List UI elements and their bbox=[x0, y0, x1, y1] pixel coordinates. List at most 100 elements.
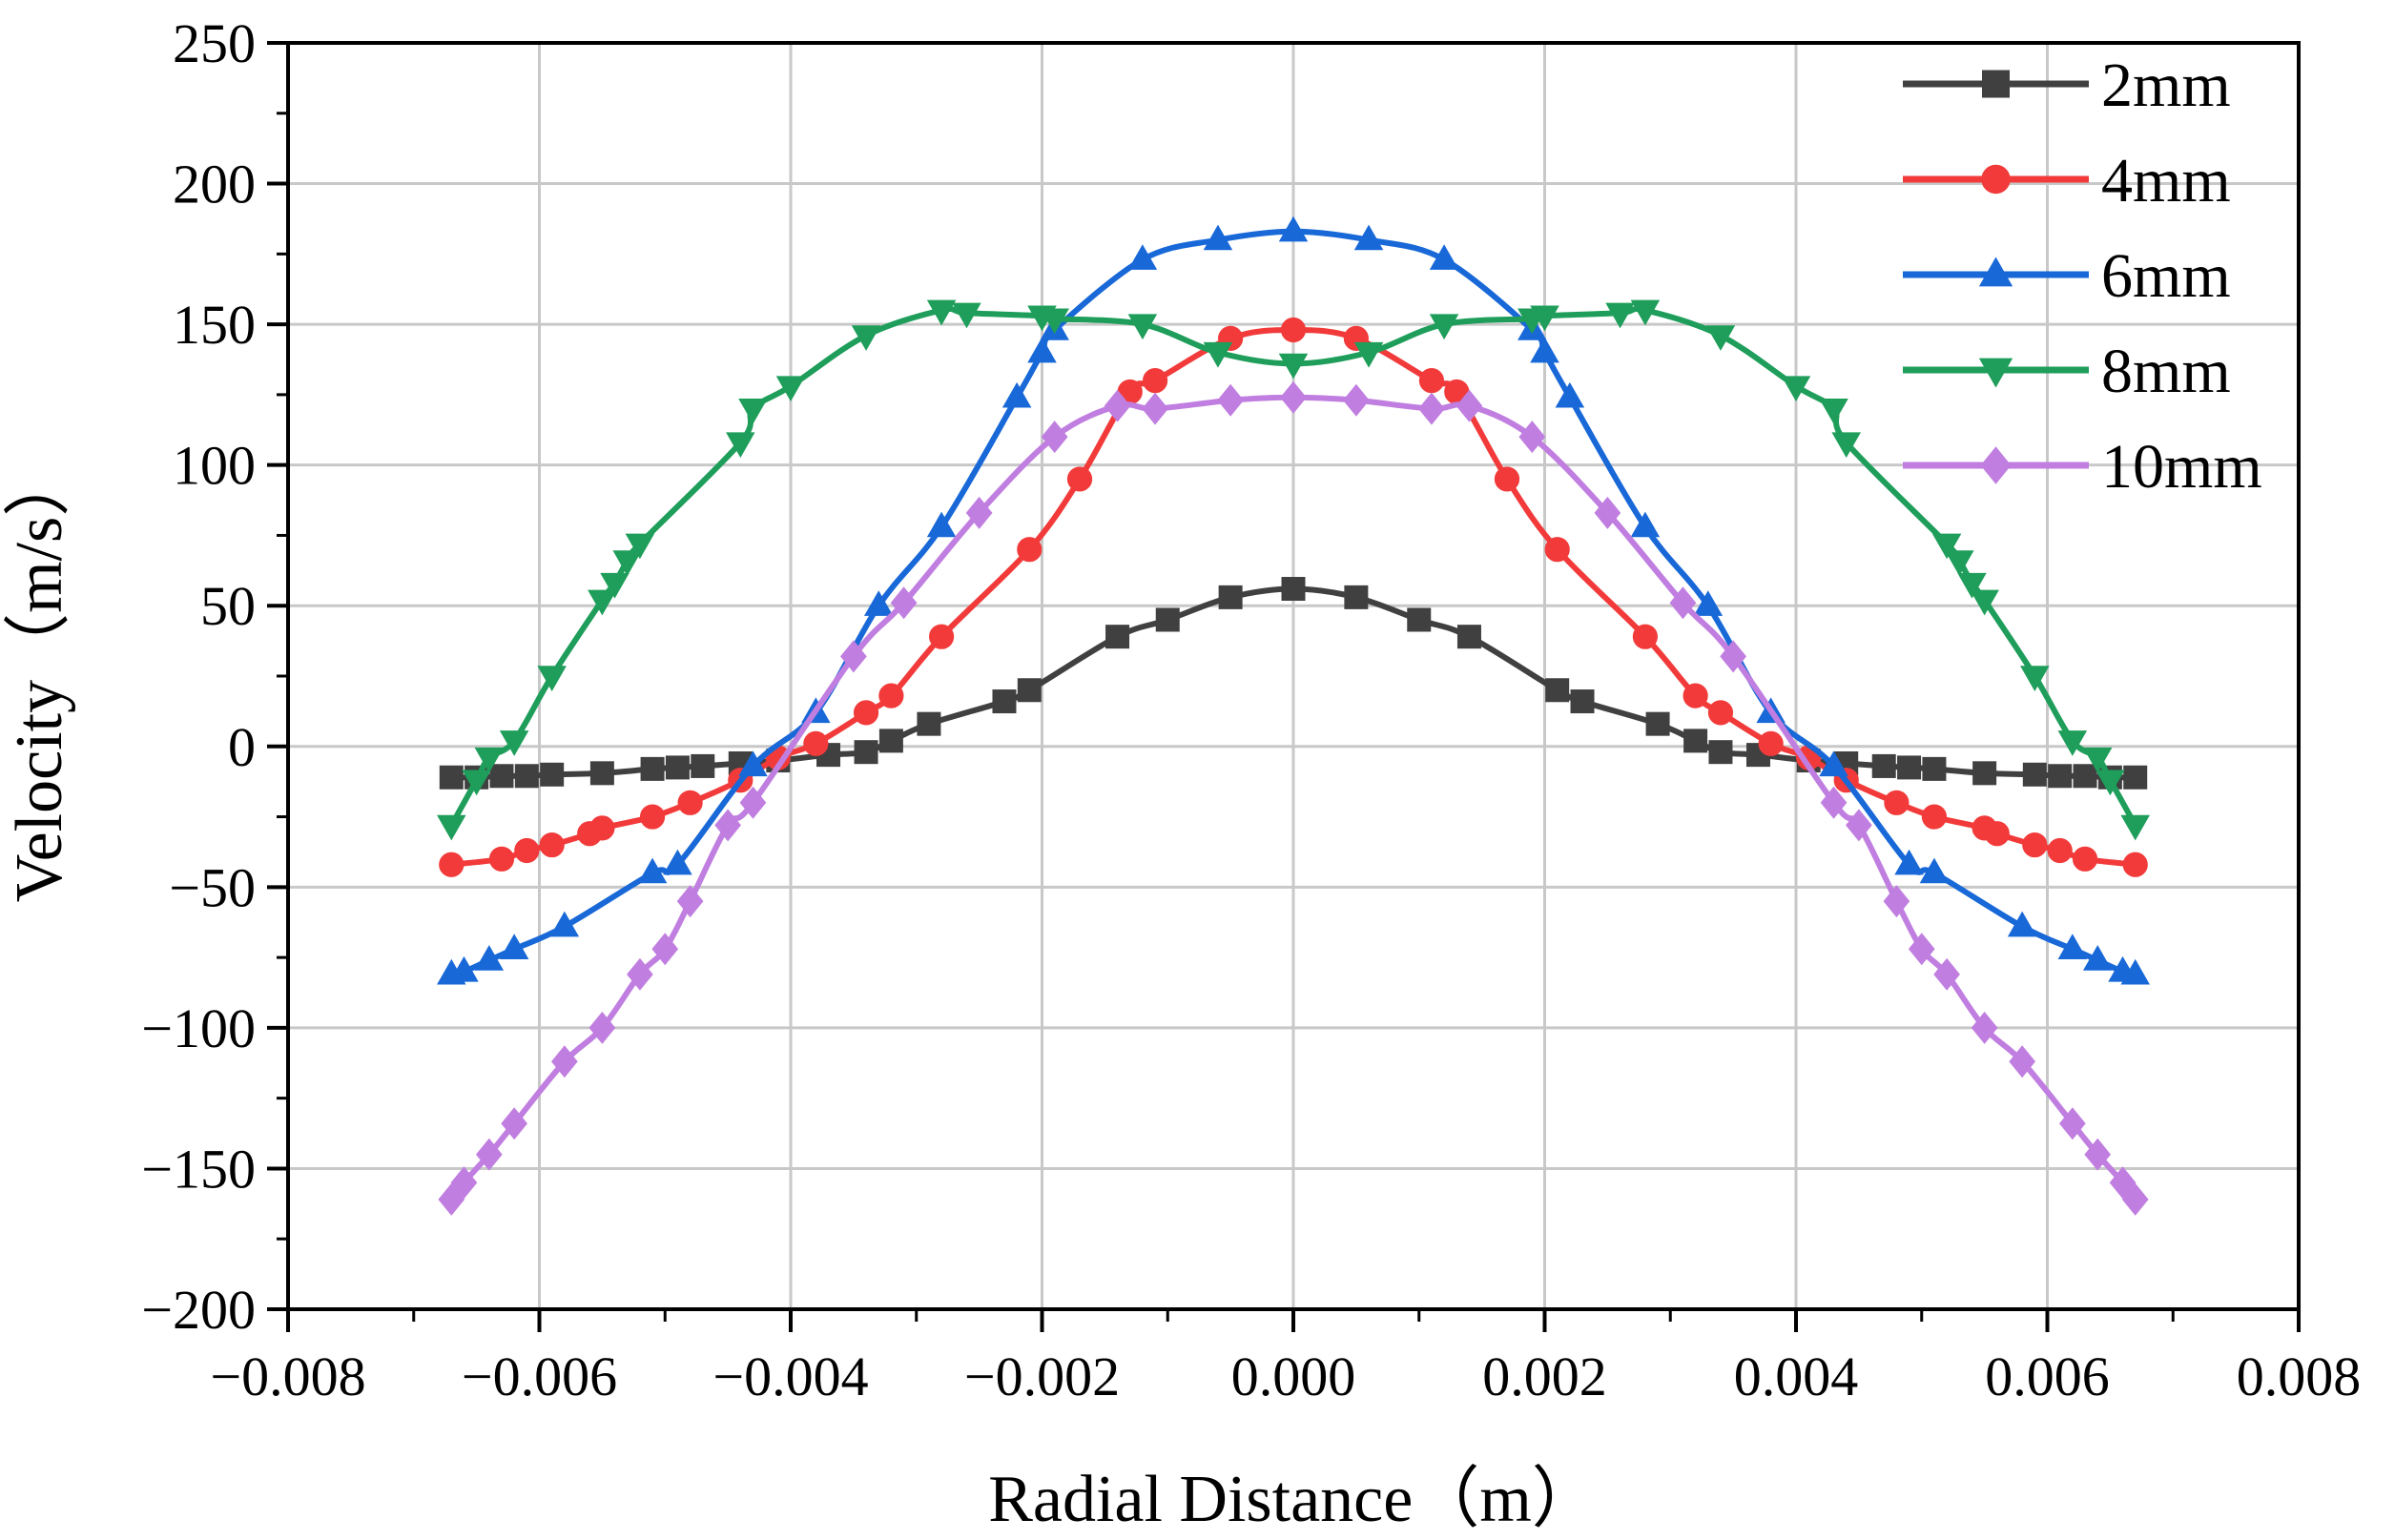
data-point bbox=[1594, 496, 1621, 529]
legend-label: 8mm bbox=[2101, 337, 2231, 406]
data-point bbox=[1218, 585, 1243, 609]
data-point bbox=[2059, 1107, 2086, 1140]
data-point bbox=[992, 689, 1017, 714]
data-point bbox=[878, 683, 904, 708]
data-point bbox=[2082, 945, 2113, 971]
data-point bbox=[1707, 700, 1734, 726]
data-point bbox=[2022, 832, 2048, 858]
data-point bbox=[640, 756, 665, 781]
data-point bbox=[439, 852, 465, 877]
data-point bbox=[1922, 756, 1947, 781]
data-point bbox=[437, 814, 466, 841]
data-point bbox=[803, 730, 829, 756]
data-point bbox=[1155, 607, 1180, 632]
data-point bbox=[1819, 398, 1848, 424]
data-point bbox=[1945, 550, 1974, 577]
data-point bbox=[1530, 337, 1559, 363]
data-point bbox=[917, 711, 941, 736]
data-point bbox=[1871, 753, 1896, 778]
axis-ticks: −0.008 −0.006 −0.004 −0.002 0.000 0.002 0.004 0… bbox=[141, 12, 2361, 1407]
data-point bbox=[2084, 1138, 2112, 1171]
data-point bbox=[1105, 625, 1130, 649]
data-point bbox=[1353, 341, 1384, 368]
data-point bbox=[639, 804, 666, 830]
legend-entry: 4mm bbox=[1903, 146, 2231, 216]
data-point bbox=[1921, 804, 1948, 830]
x-tick-label: 0.000 bbox=[1231, 1345, 1356, 1407]
legend-entry: 6mm bbox=[1903, 241, 2231, 311]
y-tick-label: 100 bbox=[173, 435, 256, 497]
data-point bbox=[1142, 368, 1168, 394]
data-point bbox=[1908, 933, 1935, 966]
y-tick-label: −200 bbox=[141, 1279, 256, 1341]
data-point bbox=[1971, 1011, 1998, 1044]
data-point bbox=[1720, 640, 1746, 673]
data-point bbox=[1630, 511, 1661, 538]
data-point bbox=[488, 846, 515, 872]
legend-entry: 8mm bbox=[1903, 337, 2231, 406]
x-tick-label: 0.002 bbox=[1482, 1345, 1607, 1407]
data-point bbox=[499, 730, 529, 756]
data-point bbox=[1705, 325, 1736, 351]
data-point bbox=[1407, 607, 1432, 632]
data-point bbox=[1203, 341, 1233, 368]
y-axis-title: Velocity（m/s） bbox=[3, 450, 76, 902]
data-point bbox=[2048, 764, 2073, 789]
y-tick-label: −50 bbox=[169, 856, 256, 918]
data-point bbox=[665, 755, 690, 780]
data-point bbox=[1708, 740, 1733, 765]
legend-label: 2mm bbox=[2101, 51, 2231, 120]
legend-swatch-marker bbox=[1981, 164, 2011, 195]
data-point bbox=[1933, 957, 1960, 991]
data-point bbox=[2057, 934, 2088, 959]
data-point bbox=[1278, 353, 1309, 380]
data-point bbox=[726, 432, 755, 459]
legend-label: 6mm bbox=[2101, 241, 2231, 311]
data-point bbox=[739, 786, 767, 819]
data-point bbox=[475, 1138, 503, 1171]
data-point bbox=[840, 640, 867, 673]
data-point bbox=[1017, 678, 1042, 703]
data-point bbox=[691, 753, 715, 778]
data-point bbox=[2123, 765, 2148, 790]
data-point bbox=[551, 1045, 578, 1078]
data-point bbox=[851, 325, 881, 351]
data-point bbox=[1544, 537, 1570, 563]
data-point bbox=[588, 1011, 616, 1044]
data-point bbox=[1894, 849, 1924, 875]
data-point bbox=[449, 955, 479, 982]
data-point bbox=[651, 933, 679, 966]
y-tick-label: 250 bbox=[173, 12, 256, 74]
data-point bbox=[2120, 814, 2150, 841]
data-point bbox=[1632, 624, 1659, 649]
legend-swatch-marker bbox=[1978, 358, 2013, 388]
data-point bbox=[514, 837, 540, 864]
data-point bbox=[1683, 729, 1708, 753]
data-point bbox=[738, 398, 768, 424]
data-point bbox=[474, 747, 505, 773]
data-point bbox=[1104, 389, 1131, 422]
data-point bbox=[878, 729, 903, 753]
data-point bbox=[450, 1166, 478, 1200]
data-point bbox=[2096, 770, 2125, 796]
data-point bbox=[2009, 1045, 2035, 1078]
data-point bbox=[1545, 678, 1570, 703]
data-point bbox=[2020, 666, 2050, 692]
data-point bbox=[2109, 1166, 2137, 1200]
data-point bbox=[2122, 852, 2148, 877]
data-point bbox=[1217, 383, 1244, 417]
data-point bbox=[1027, 337, 1057, 363]
y-tick-label: 150 bbox=[173, 294, 256, 356]
data-point bbox=[1819, 750, 1848, 777]
data-point bbox=[2121, 1182, 2149, 1216]
x-tick-label: −0.008 bbox=[210, 1345, 365, 1407]
data-point bbox=[501, 1107, 527, 1140]
y-tick-label: −150 bbox=[141, 1138, 256, 1200]
data-point bbox=[1343, 383, 1370, 417]
data-point bbox=[1645, 711, 1670, 736]
legend-entry: 10mm bbox=[1903, 432, 2262, 502]
data-point bbox=[890, 586, 918, 620]
data-point bbox=[1897, 755, 1922, 780]
series-10mm bbox=[438, 380, 2149, 1216]
